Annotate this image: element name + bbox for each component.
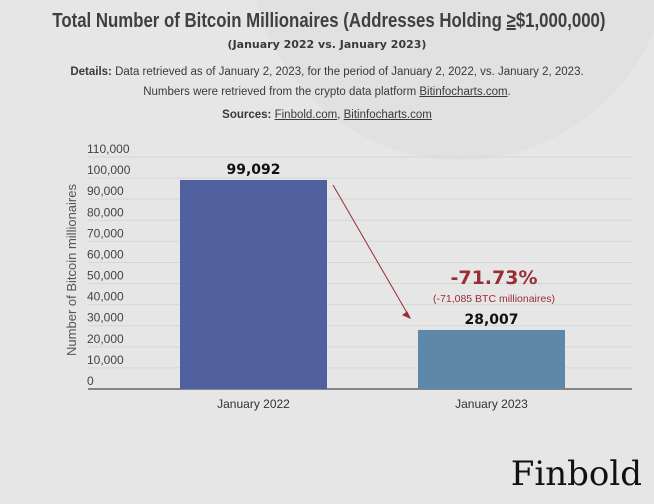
x-tick-label: January 2023 (455, 397, 528, 411)
chart-title: Total Number of Bitcoin Millionaires (Ad… (52, 10, 606, 32)
y-tick-label: 0 (87, 374, 94, 388)
x-tick-label: January 2022 (217, 397, 290, 411)
y-axis-label: Number of Bitcoin millionaires (64, 184, 79, 356)
y-tick-label: 100,000 (87, 163, 131, 177)
y-tick-label: 90,000 (87, 184, 124, 198)
y-tick-label: 110,000 (87, 142, 130, 156)
y-tick-label: 60,000 (87, 247, 124, 261)
finbold-link[interactable]: Finbold.com (274, 109, 338, 121)
chart-subtitle: (January 2022 vs. January 2023) (227, 38, 427, 51)
bitinfocharts-link[interactable]: Bitinfocharts.com (419, 86, 508, 98)
sources-text: Sources: Finbold.com, Bitinfocharts.com (222, 109, 432, 121)
change-percent: -71.73% (450, 267, 537, 289)
y-tick-label: 10,000 (87, 353, 124, 367)
arrow-head-icon (402, 311, 412, 319)
bar-1 (418, 329, 565, 389)
y-tick-label: 50,000 (87, 269, 124, 283)
trend-arrow (332, 184, 411, 319)
y-tick-label: 40,000 (87, 290, 124, 304)
y-tick-label: 30,000 (87, 311, 124, 325)
data-label: 28,007 (464, 312, 518, 328)
y-tick-label: 80,000 (87, 205, 124, 219)
info-block: Details: Data retrieved as of January 2,… (52, 62, 602, 124)
bitinfocharts-source-link[interactable]: Bitinfocharts.com (343, 109, 432, 121)
details-text: Details: Data retrieved as of January 2,… (70, 66, 584, 98)
bar-0 (180, 180, 327, 389)
data-label: 99,092 (226, 162, 280, 178)
y-tick-label: 20,000 (87, 332, 124, 346)
change-detail: (-71,085 BTC millionaires) (433, 293, 555, 305)
finbold-logo: Finbold (510, 454, 642, 494)
y-tick-label: 70,000 (87, 226, 124, 240)
